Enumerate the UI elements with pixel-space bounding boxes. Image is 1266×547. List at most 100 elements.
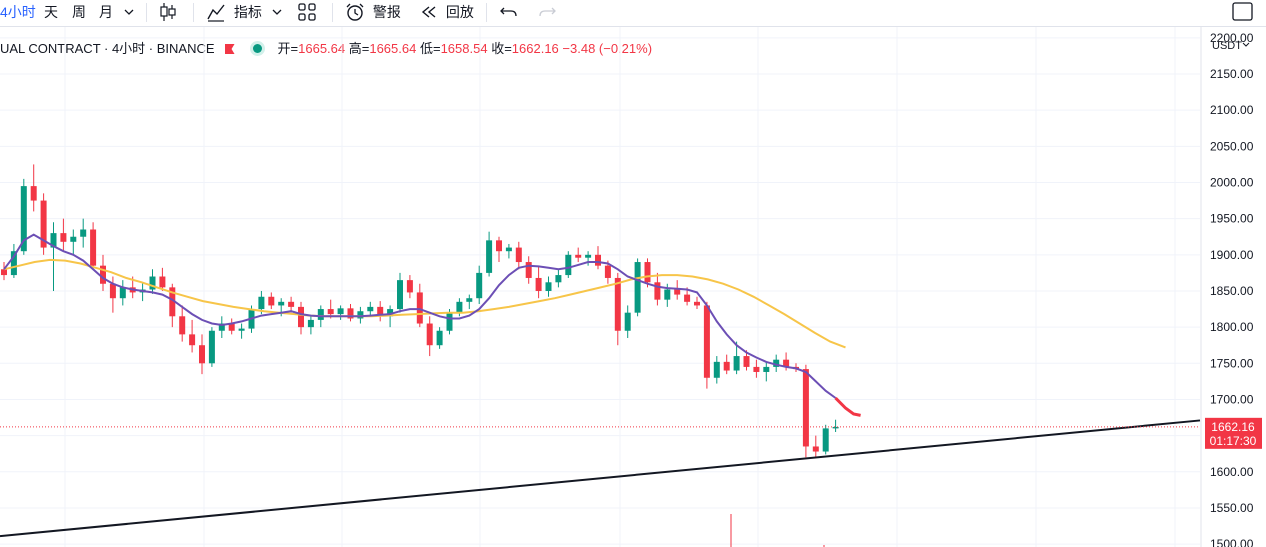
candle-body	[317, 309, 324, 320]
templates-chevron-icon[interactable]	[272, 2, 282, 28]
ma-long-line	[3, 258, 846, 349]
candle	[40, 193, 47, 255]
candle	[50, 222, 57, 291]
candle-body	[436, 330, 443, 346]
candle-body	[723, 361, 730, 371]
candle	[10, 243, 17, 278]
candle	[406, 275, 413, 299]
symbol-title[interactable]: UAL CONTRACT · 4小时 · BINANCE	[0, 41, 215, 56]
candle-body	[783, 359, 790, 367]
candle	[268, 292, 275, 310]
candle	[535, 265, 542, 299]
candle-body	[496, 240, 502, 252]
interval-4h-button[interactable]: 4小时	[0, 4, 36, 20]
candle	[496, 236, 502, 263]
candles	[1, 164, 839, 458]
candle	[694, 296, 700, 310]
flag-icon[interactable]	[224, 44, 235, 54]
candle-body	[753, 366, 760, 372]
close-value: 1662.16	[511, 41, 559, 56]
candle-body	[387, 309, 394, 317]
candle-body	[812, 446, 819, 452]
currency-selector[interactable]: USDT	[1212, 40, 1242, 52]
chevron-down-icon[interactable]	[124, 2, 134, 28]
candle-body	[515, 247, 522, 263]
candle-body	[278, 301, 285, 306]
y-tick-label: 1950.00	[1210, 212, 1254, 226]
undo-icon[interactable]	[500, 2, 518, 28]
candle-body	[832, 426, 839, 429]
candle	[367, 301, 374, 317]
candle	[575, 247, 582, 263]
redo-icon[interactable]	[538, 2, 556, 28]
candle	[377, 301, 384, 322]
candle-body	[654, 282, 661, 300]
candle	[189, 319, 196, 353]
price-label-box	[1205, 417, 1262, 449]
candle-body	[307, 319, 314, 328]
candle-body	[199, 345, 205, 364]
chevron-down-icon[interactable]	[1242, 42, 1250, 47]
candle-body	[565, 254, 572, 276]
candle	[347, 303, 354, 322]
candle	[753, 359, 760, 378]
candle-body	[298, 306, 304, 328]
market-status-icon	[252, 44, 262, 53]
toolbar-divider	[486, 3, 487, 22]
candle-body	[337, 308, 344, 315]
candle-body	[624, 312, 631, 331]
candle-body	[60, 233, 67, 242]
candle	[476, 265, 483, 304]
candle-body	[149, 276, 156, 290]
toolbar-divider	[146, 3, 147, 22]
price-chart[interactable]: USDT 1500.001550.001600.001650.001700.00…	[0, 27, 1266, 547]
candle	[743, 350, 750, 371]
candle-body	[1, 269, 7, 276]
candle-body	[535, 277, 542, 291]
candle-body	[614, 277, 621, 331]
ma-short-line	[3, 233, 837, 399]
candle-body	[208, 330, 215, 364]
candle	[713, 356, 720, 384]
candle-body	[634, 262, 641, 313]
candle	[288, 296, 295, 313]
candle-body	[802, 369, 809, 447]
candle-body	[575, 254, 582, 258]
replay-button[interactable]: 回放	[420, 1, 474, 27]
candle	[763, 361, 770, 382]
interval-month-button[interactable]: 月	[99, 4, 113, 20]
candle-body	[189, 334, 196, 346]
candle	[298, 301, 304, 335]
high-value: 1665.64	[369, 41, 417, 56]
candle-body	[426, 323, 433, 346]
candle-body	[644, 262, 651, 283]
candle-body	[288, 301, 295, 307]
moving-averages	[3, 233, 861, 417]
candle	[773, 354, 780, 372]
high-label: 高=	[348, 41, 370, 56]
candle	[466, 294, 473, 310]
alert-button[interactable]: 警报	[345, 1, 401, 27]
interval-day-button[interactable]: 天	[44, 4, 58, 20]
candle-body	[743, 356, 750, 367]
candle-body	[30, 186, 37, 201]
candles-icon[interactable]	[158, 1, 178, 27]
layout-grid-icon[interactable]	[298, 3, 316, 29]
current-price-label: 1662.16	[1211, 420, 1255, 434]
candle	[199, 334, 205, 375]
price-axis[interactable]: USDT 1500.001550.001600.001650.001700.00…	[1200, 27, 1254, 547]
candle-body	[238, 328, 245, 331]
y-tick-label: 1850.00	[1210, 284, 1254, 298]
change-value: −3.48 (−0.21%)	[562, 41, 653, 56]
candle-body	[505, 247, 512, 252]
candle-body	[822, 428, 829, 452]
close-label: 收=	[491, 41, 512, 56]
fullscreen-icon[interactable]	[1232, 2, 1254, 28]
interval-week-button[interactable]: 周	[72, 4, 86, 20]
candle-body	[159, 276, 166, 288]
candle-body	[357, 311, 364, 319]
candle	[90, 222, 97, 270]
indicators-button[interactable]: 指标	[206, 1, 262, 27]
candle	[525, 256, 532, 284]
